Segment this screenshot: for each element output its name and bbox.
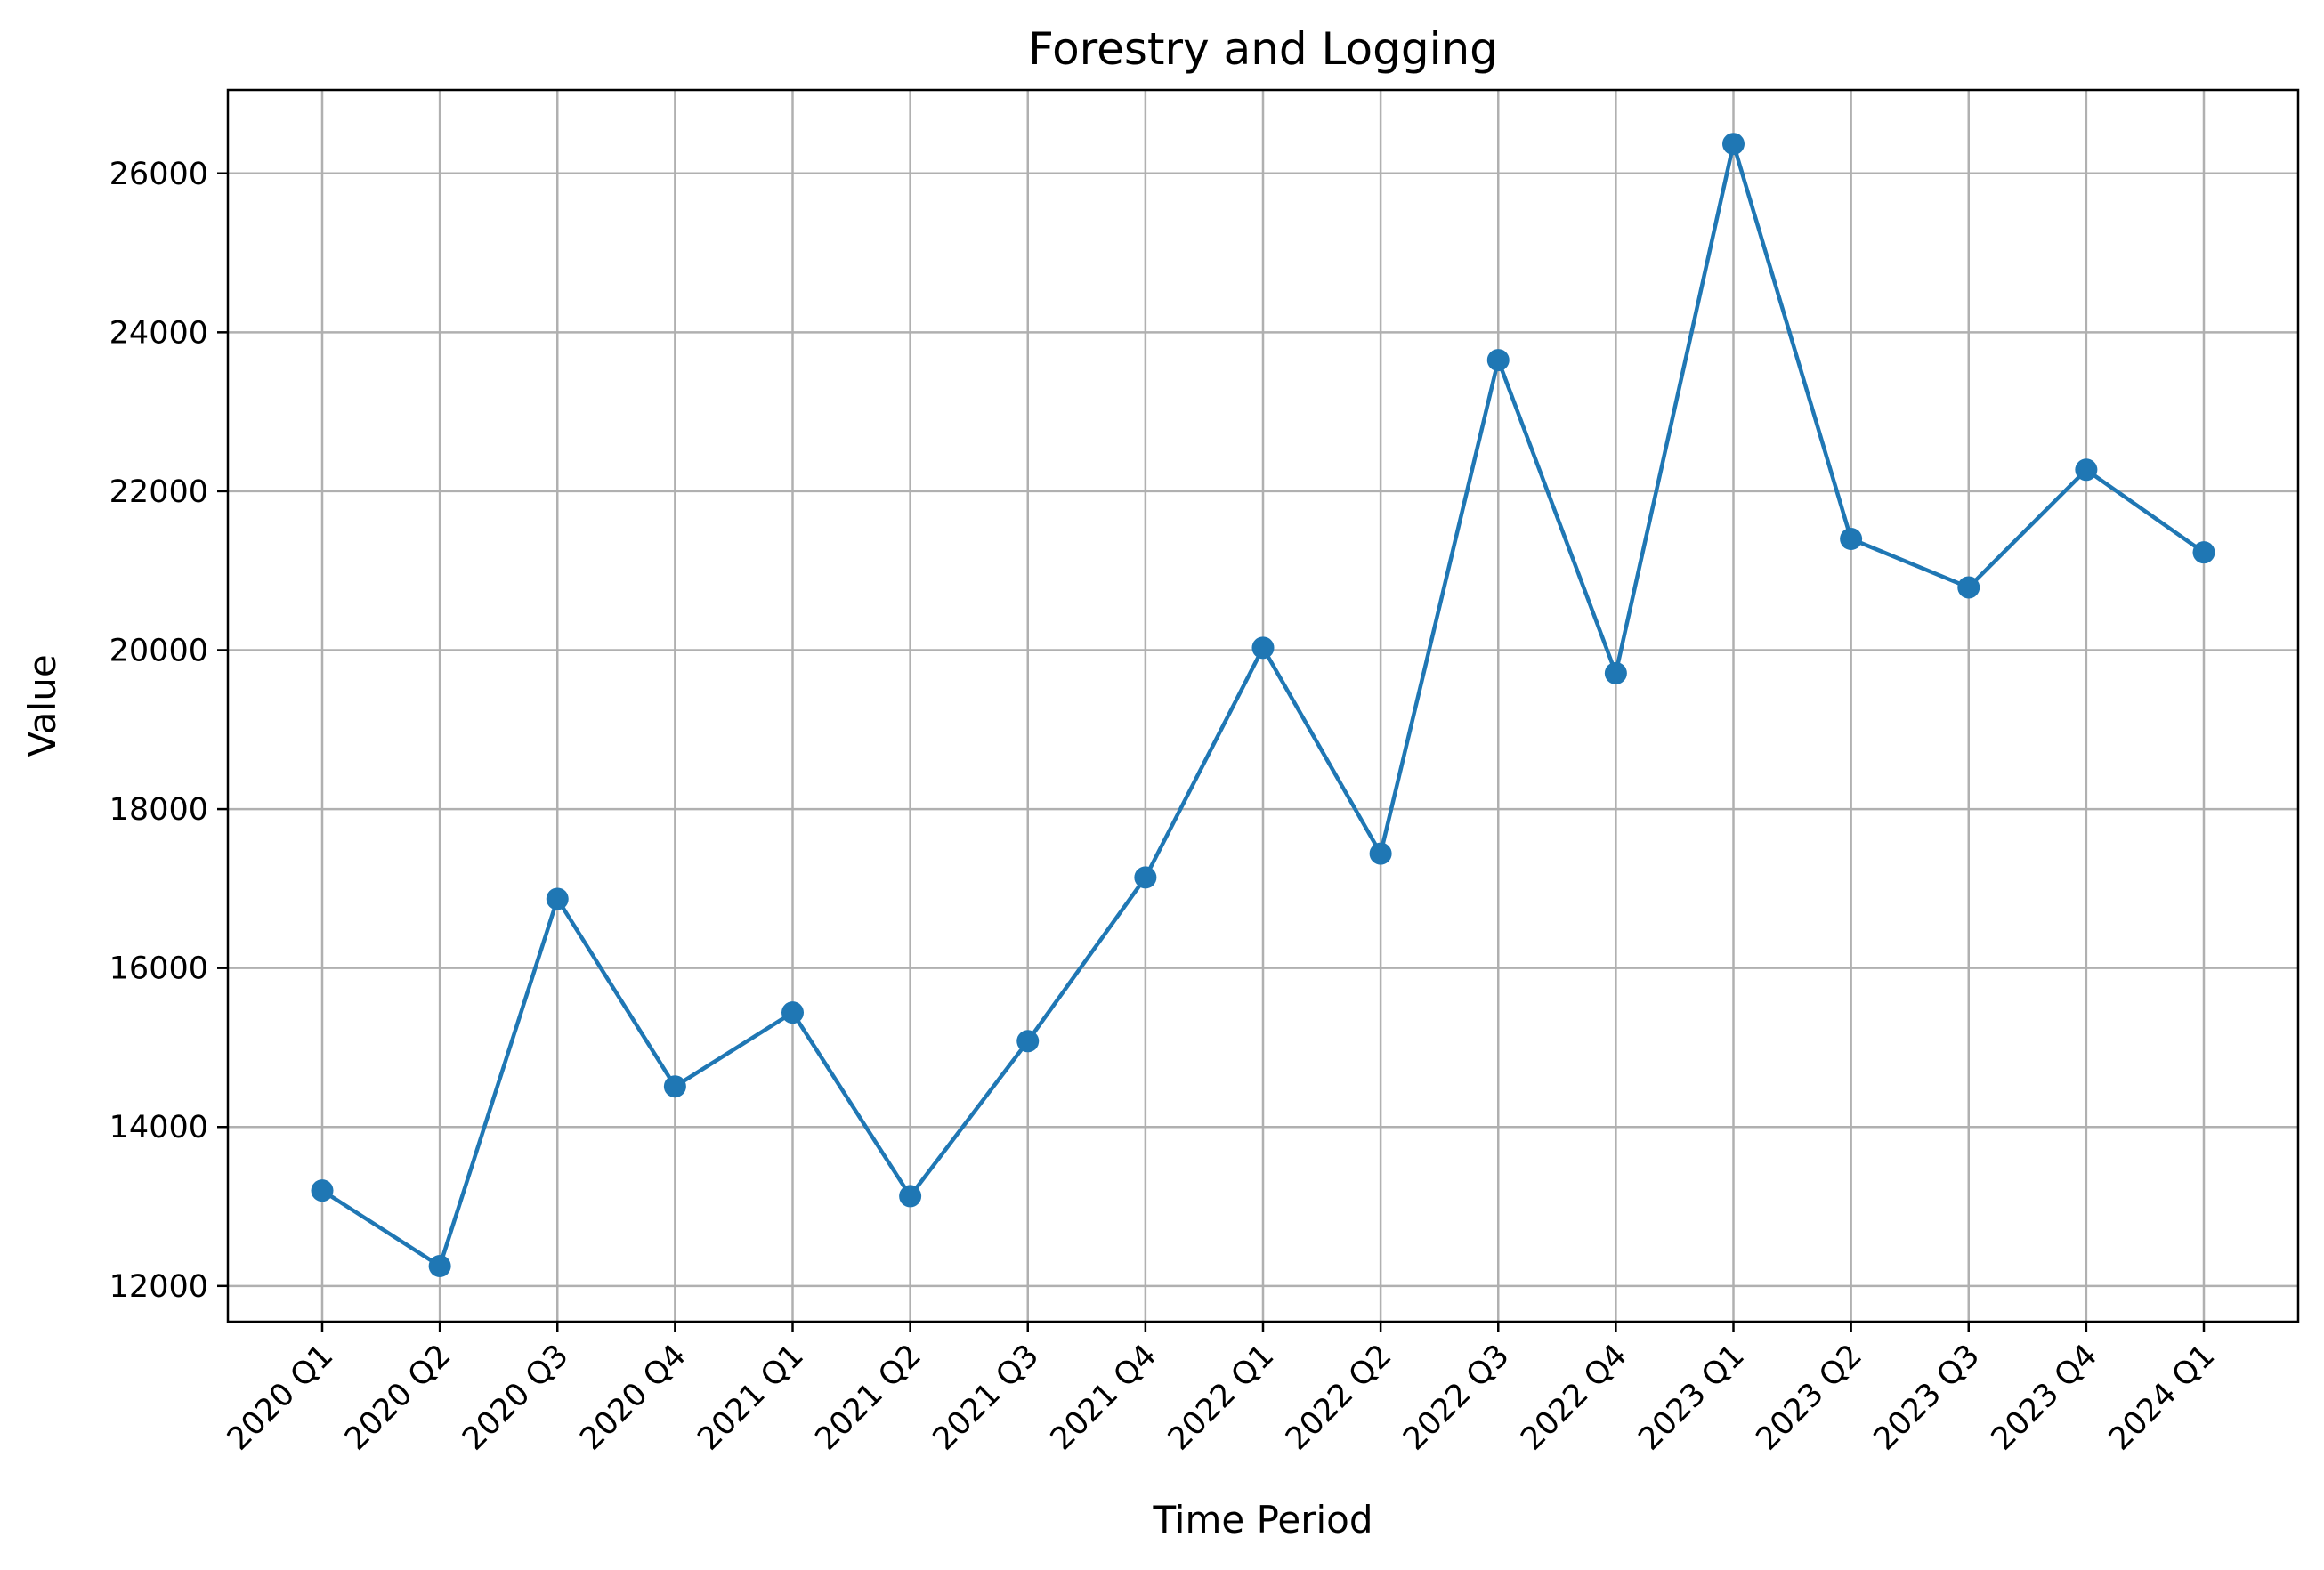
y-tick-label: 26000 [109,157,208,192]
data-point [1369,842,1392,865]
data-point [663,1075,686,1098]
data-point [1604,661,1627,684]
data-point [1251,636,1275,660]
y-axis-label: Value [20,654,64,757]
x-tick-label: 2020 Q4 [573,1338,692,1457]
y-tick-label: 12000 [109,1269,208,1305]
data-point [899,1185,922,1208]
x-tick-label: 2021 Q1 [692,1338,811,1457]
data-point [546,887,569,910]
x-tick-label: 2023 Q1 [1632,1338,1752,1457]
x-tick-label: 2023 Q3 [1867,1338,1987,1457]
y-tick-label: 18000 [109,792,208,828]
y-tick-label: 24000 [109,315,208,351]
data-point [428,1254,451,1277]
data-point [311,1179,334,1202]
x-tick-label: 2021 Q4 [1044,1338,1163,1457]
data-point [1722,133,1745,156]
x-tick-label: 2022 Q1 [1162,1338,1281,1457]
data-point [1486,349,1510,372]
data-point [2192,541,2215,564]
x-tick-label: 2022 Q2 [1279,1338,1398,1457]
x-tick-label: 2020 Q2 [338,1338,458,1457]
data-point [2075,458,2098,482]
data-series [311,133,2215,1277]
y-tick-label: 20000 [109,633,208,668]
data-point [1016,1030,1040,1053]
data-point [1840,527,1863,550]
y-tick-label: 16000 [109,951,208,987]
x-axis-label: Time Period [1152,1498,1373,1542]
y-tick-label: 14000 [109,1110,208,1145]
x-tick-label: 2021 Q2 [809,1338,928,1457]
data-point [1134,866,1157,889]
y-tick-label: 22000 [109,474,208,510]
data-point [781,1001,804,1024]
x-tick-label: 2021 Q3 [927,1338,1046,1457]
x-tick-label: 2023 Q4 [1985,1338,2104,1457]
x-tick-label: 2020 Q1 [221,1338,340,1457]
x-tick-label: 2022 Q4 [1514,1338,1633,1457]
x-tick-label: 2022 Q3 [1397,1338,1516,1457]
x-tick-label: 2024 Q1 [2102,1338,2222,1457]
grid-lines [228,90,2298,1322]
data-point [1957,576,1980,599]
x-tick-label: 2020 Q3 [456,1338,575,1457]
x-tick-label: 2023 Q2 [1750,1338,1869,1457]
chart-title: Forestry and Logging [1028,23,1498,75]
